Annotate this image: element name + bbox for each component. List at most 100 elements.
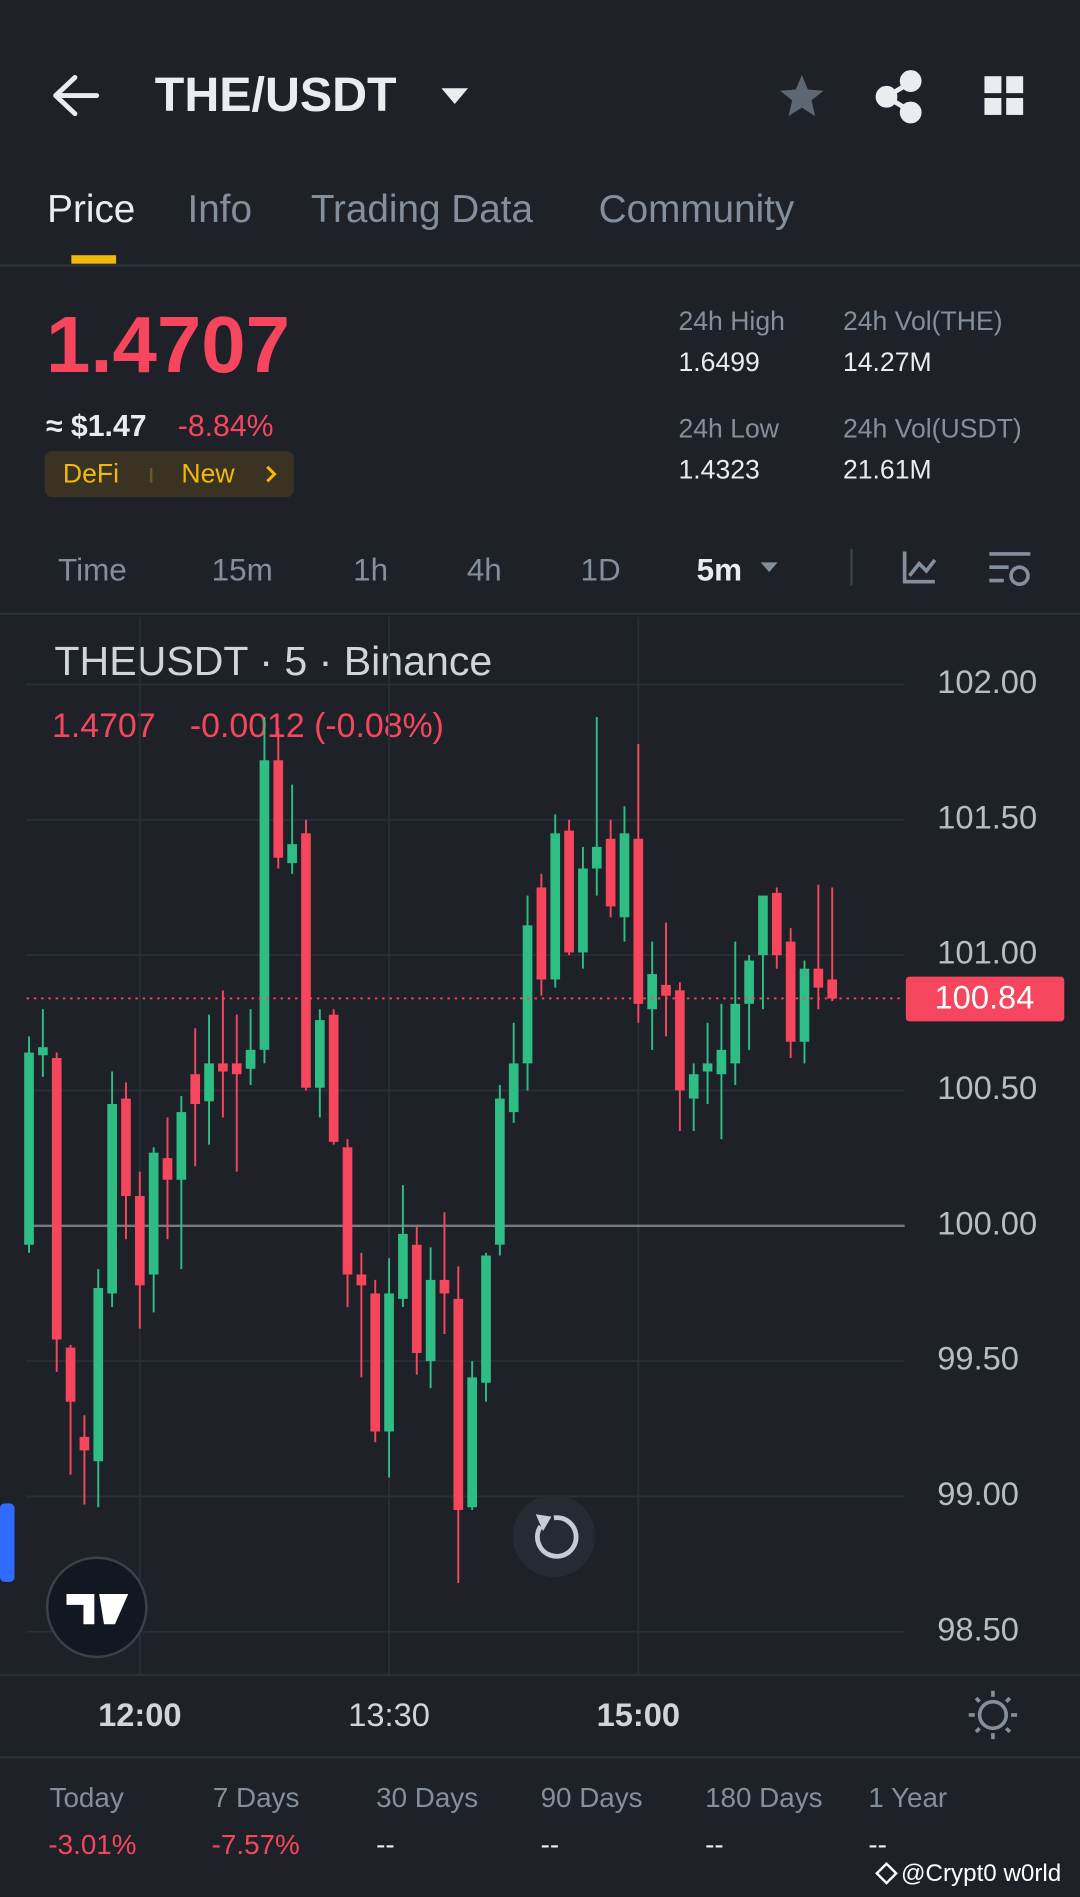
pair-title[interactable]: THE/USDT [155, 68, 397, 122]
reset-button[interactable] [512, 1494, 596, 1578]
candle-body [425, 1279, 436, 1362]
candle-body [785, 941, 796, 1042]
candle-body [231, 1063, 242, 1075]
stat-label: 24h Vol(USDT) [843, 414, 1022, 444]
candle-body [813, 968, 824, 988]
stat-value: 1.6499 [678, 347, 759, 377]
y-tick-label: 100.00 [937, 1204, 1037, 1241]
interval[interactable]: 15m [212, 552, 273, 587]
candle-body [273, 760, 284, 858]
chart-last: 1.4707 [52, 707, 156, 745]
plot: 12:00 13:30 15:00 98.50 99.00 99.50 100.00 100.… [24, 616, 1065, 1733]
favorite-star[interactable] [780, 75, 824, 117]
tab[interactable]: Community [599, 188, 795, 231]
stat-value: 21.61M [843, 455, 932, 485]
candle-body [661, 984, 671, 996]
candle-body [578, 868, 588, 953]
y-tick-label: 99.00 [937, 1475, 1019, 1512]
candle-body [799, 968, 810, 1042]
candle-body [51, 1057, 62, 1340]
perf-value: -- [705, 1829, 724, 1860]
pair-dropdown[interactable] [441, 88, 469, 105]
y-tick-label: 101.00 [937, 934, 1037, 971]
interval[interactable]: 4h [467, 552, 502, 587]
settings-button[interactable] [989, 552, 1031, 586]
candle-body [204, 1063, 214, 1102]
tag-box[interactable] [44, 451, 294, 498]
interval-dropdown[interactable] [760, 562, 778, 573]
candle-body [411, 1244, 422, 1353]
candle-body [134, 1196, 145, 1286]
reset-arrow [535, 1514, 552, 1532]
tag[interactable]: DeFi [63, 458, 119, 488]
stat-label: 24h High [678, 306, 784, 336]
stat-value: 14.27M [843, 347, 932, 377]
candle-body [453, 1298, 464, 1510]
candle-body [744, 960, 754, 1004]
usd-price: ≈ $1.47 [46, 410, 147, 443]
interval[interactable]: 1D [581, 552, 621, 587]
interval[interactable]: 1h [353, 552, 388, 587]
candle-body [647, 974, 658, 1010]
menu-grid[interactable] [984, 76, 1024, 115]
share-button[interactable] [875, 70, 922, 124]
candle-body [176, 1112, 187, 1180]
chart-title: THEUSDT · 5 · Binance [54, 638, 492, 684]
candle-body [675, 990, 685, 1091]
candle-body [550, 833, 561, 980]
perf-value: -- [376, 1829, 395, 1860]
perf-value: -3.01% [48, 1829, 136, 1860]
back-button[interactable] [53, 75, 100, 117]
perf-label: 180 Days [705, 1782, 822, 1813]
y-tick-label: 98.50 [937, 1610, 1019, 1647]
candle-body [467, 1377, 477, 1508]
interval[interactable]: 5m [697, 552, 742, 587]
perf-value: -- [541, 1829, 560, 1860]
y-tick-label: 100.50 [937, 1069, 1037, 1106]
perf-label: Today [50, 1782, 124, 1813]
candle-body [65, 1347, 76, 1402]
candle-body [384, 1293, 394, 1432]
tab[interactable]: Info [187, 188, 252, 231]
candle-body [356, 1274, 367, 1286]
candle-body [716, 1049, 727, 1075]
indicator-button[interactable] [902, 551, 937, 584]
tab[interactable]: Price [47, 188, 135, 231]
candle-body [688, 1074, 699, 1099]
candle-body [591, 846, 602, 869]
tab[interactable]: Trading Data [311, 188, 534, 231]
candle-body [259, 760, 270, 1050]
candle-body [328, 1014, 339, 1142]
candle-body [439, 1279, 450, 1294]
candle-body [398, 1233, 408, 1299]
last-price-box [905, 976, 1065, 1022]
side-handle[interactable] [0, 1503, 15, 1582]
candle-body [190, 1074, 201, 1104]
stat-value: 1.4323 [678, 455, 759, 485]
candle-body [342, 1147, 353, 1275]
candle-body [758, 895, 768, 956]
interval[interactable]: Time [58, 552, 127, 587]
candle-body [564, 830, 574, 953]
candle-body [301, 833, 311, 1088]
tradingview-logo[interactable] [45, 1556, 148, 1659]
x-tick-label: 13:30 [348, 1696, 430, 1733]
candle-body [245, 1049, 256, 1069]
chart-settings[interactable] [968, 1690, 1018, 1740]
tag[interactable]: New [181, 458, 235, 488]
candle-body [287, 844, 297, 864]
candle-body [24, 1052, 34, 1245]
candle-body [218, 1063, 228, 1072]
y-tick-label: 101.50 [937, 798, 1037, 835]
candle-body [79, 1436, 90, 1451]
tab-indicator [71, 255, 117, 264]
candle-body [702, 1063, 713, 1072]
chart-change: -0.0012 (-0.08%) [190, 707, 444, 745]
y-tick-label: 99.50 [937, 1340, 1019, 1377]
perf-label: 1 Year [868, 1782, 947, 1813]
stat-label: 24h Low [678, 414, 779, 444]
candle-body [370, 1293, 381, 1432]
y-tick-label: 102.00 [937, 663, 1037, 700]
